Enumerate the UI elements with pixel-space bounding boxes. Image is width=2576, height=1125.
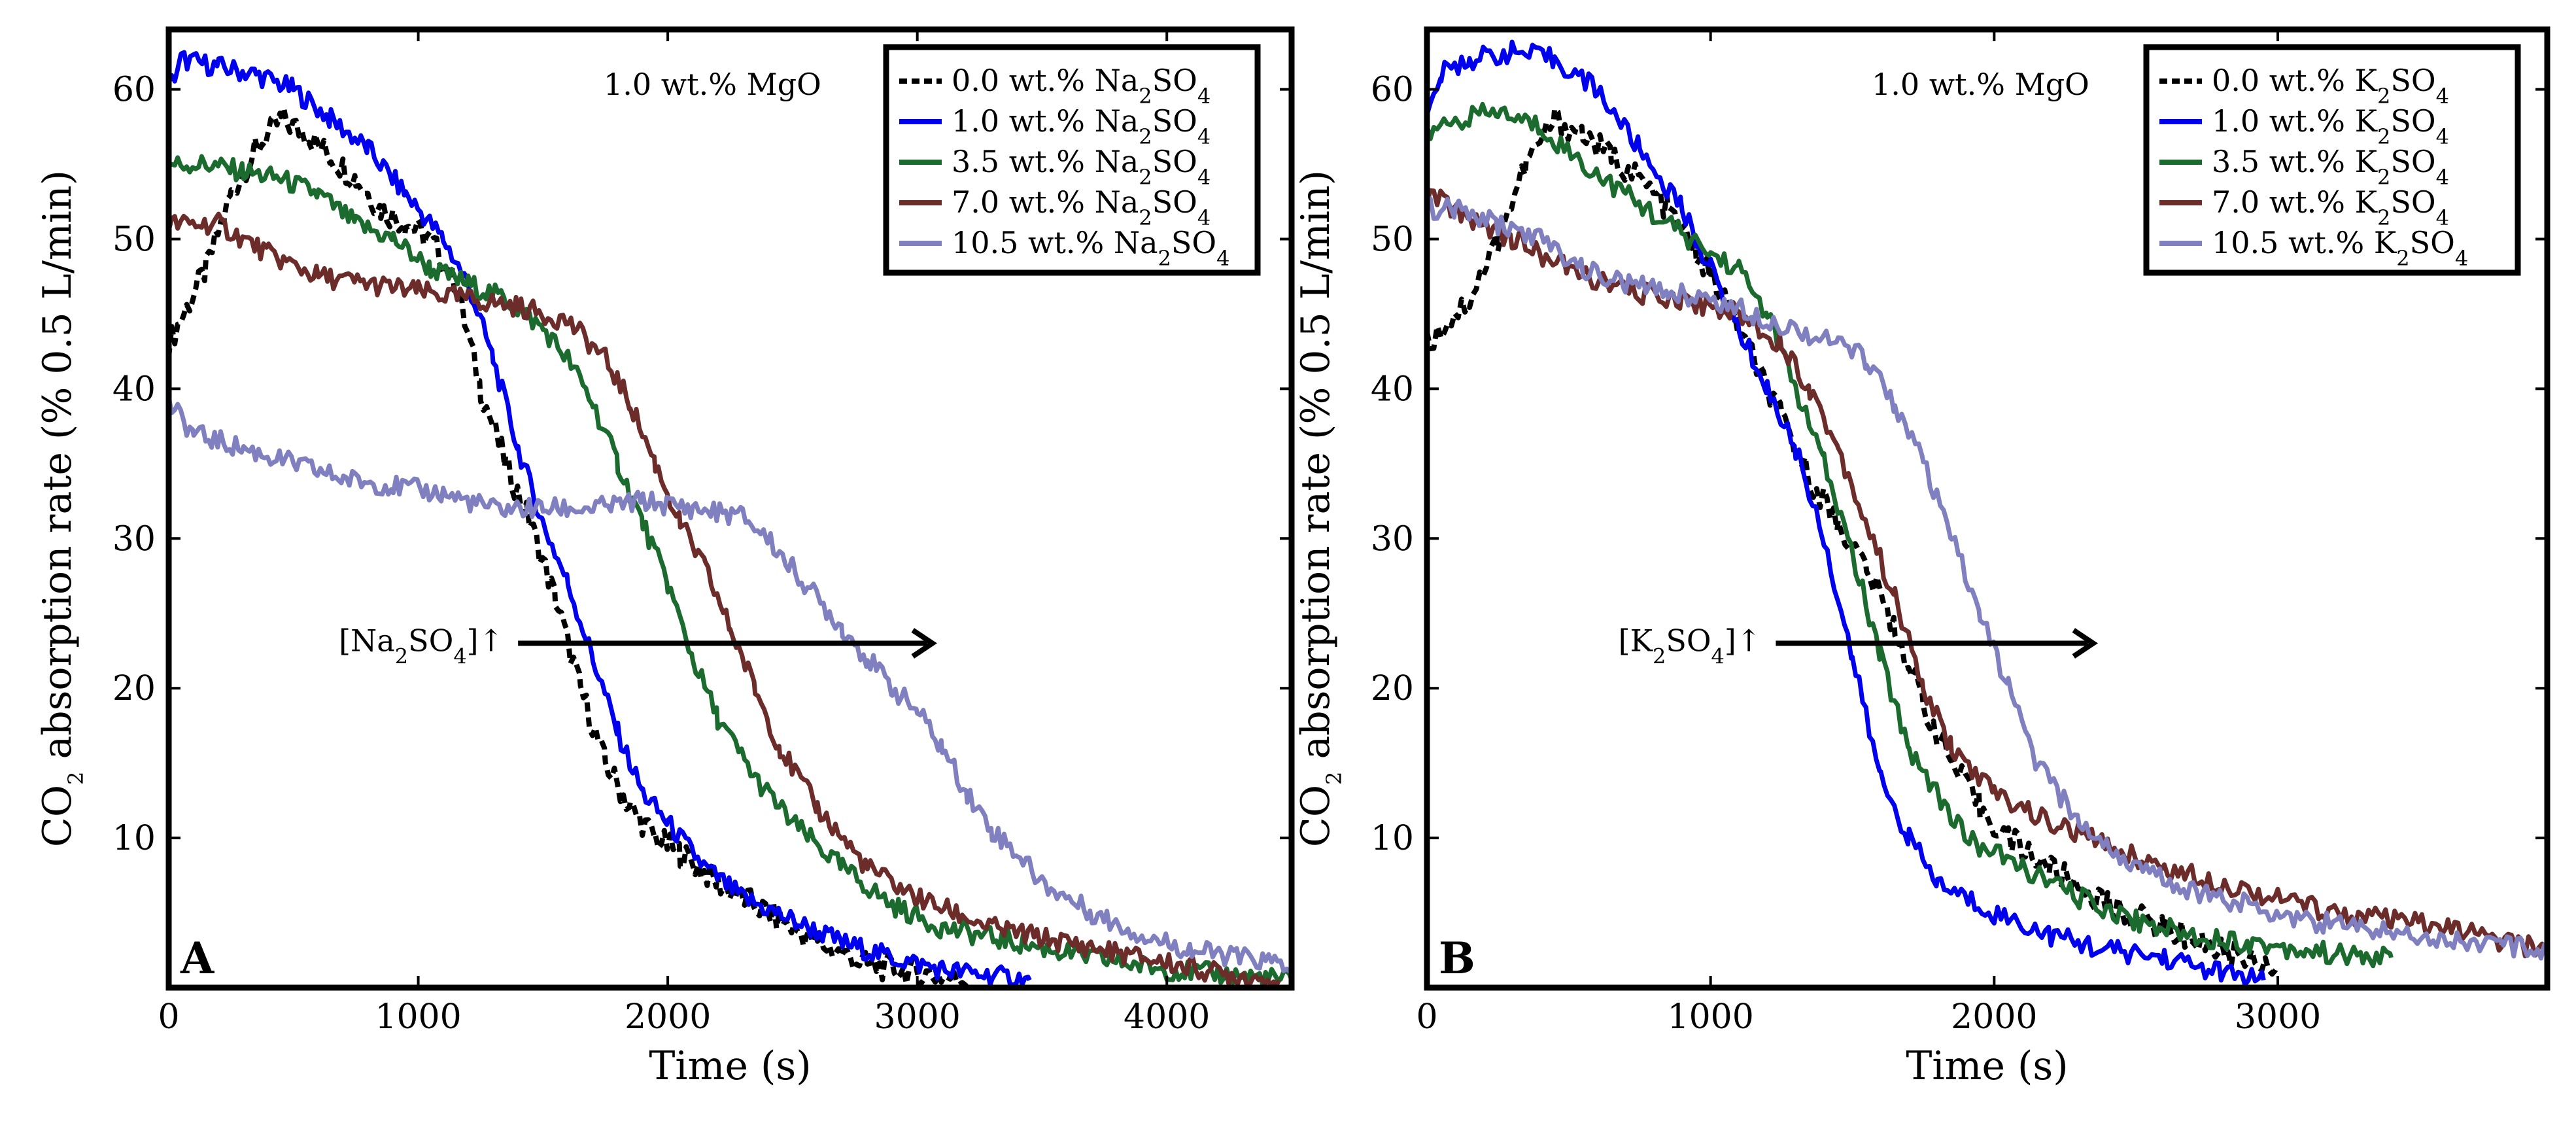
x-tick-label: 2000 (625, 997, 711, 1037)
series-group (169, 50, 1292, 988)
legend-entry: 1.0 wt.% Na2SO4 (952, 103, 1211, 149)
arrow-head-icon (911, 628, 937, 659)
legend-entry: 7.0 wt.% Na2SO4 (952, 184, 1211, 230)
y-tick-label: 10 (1371, 819, 1414, 858)
y-tick-label: 30 (112, 519, 156, 559)
legend-entry: 0.0 wt.% Na2SO4 (952, 63, 1211, 109)
x-tick-label: 2000 (1951, 997, 2037, 1037)
panel-letter: A (180, 933, 215, 984)
y-tick-label: 60 (1371, 71, 1414, 110)
y-tick-label: 20 (1371, 669, 1414, 708)
y-axis-label: CO2 absorption rate (% 0.5 L/min) (1293, 170, 1347, 847)
series-line-a-0 (169, 107, 970, 988)
x-tick-label: 3000 (874, 997, 960, 1037)
legend-entry: 0.0 wt.% K2SO4 (2212, 63, 2449, 109)
series-line-b-1 (1427, 39, 2266, 987)
legend-entry: 10.5 wt.% K2SO4 (2212, 225, 2468, 271)
legend-box (883, 44, 1261, 276)
x-tick-label: 0 (1416, 997, 1437, 1037)
series-line-b-2 (1427, 101, 2394, 969)
legend-entry: 1.0 wt.% K2SO4 (2212, 103, 2449, 149)
mgo-annotation: 1.0 wt.% MgO (1872, 67, 2089, 102)
x-tick-label: 4000 (1124, 997, 1210, 1037)
series-line-b-4 (1427, 196, 2547, 961)
series-line-a-4 (169, 396, 1292, 974)
plot-frame (165, 26, 1295, 991)
series-line-a-3 (169, 211, 1281, 987)
legend-entry: 10.5 wt.% Na2SO4 (952, 225, 1229, 271)
y-tick-label: 50 (112, 220, 156, 259)
legend-entry: 7.0 wt.% K2SO4 (2212, 184, 2449, 230)
panel-letter: B (1439, 933, 1475, 984)
chart-panel-b: 0 1000 2000 3000 10 20 30 40 50 60 Time (s) CO2 abs… (1293, 26, 2550, 1089)
legend-box (2143, 44, 2521, 276)
chart-panel-a: 0 1000 2000 3000 4000 10 20 30 40 50 60 Time (s) CO2… (35, 26, 1295, 1089)
x-tick-label: 1000 (375, 997, 461, 1037)
arrow-head-icon (2072, 628, 2099, 659)
y-tick-label: 60 (112, 71, 156, 110)
y-tick-label: 50 (1371, 220, 1414, 259)
arrow-label: [Na2SO4]↑ (339, 623, 504, 669)
y-tick-label: 40 (112, 370, 156, 409)
arrow-label: [K2SO4]↑ (1619, 623, 1762, 669)
y-tick-label: 30 (1371, 519, 1414, 559)
y-tick-label: 10 (112, 819, 156, 858)
x-axis-label: Time (s) (649, 1043, 811, 1089)
x-axis-label: Time (s) (1906, 1043, 2068, 1089)
series-line-b-3 (1427, 188, 2547, 959)
legend-entry: 3.5 wt.% K2SO4 (2212, 144, 2449, 190)
x-tick-label: 1000 (1667, 997, 1753, 1037)
series-line-a-1 (169, 50, 1032, 987)
plot-frame (1424, 26, 2550, 991)
y-axis-label: CO2 absorption rate (% 0.5 L/min) (35, 170, 88, 847)
y-tick-label: 40 (1371, 370, 1414, 409)
legend-entry: 3.5 wt.% Na2SO4 (952, 144, 1211, 190)
y-tick-label: 20 (112, 669, 156, 708)
x-tick-label: 0 (158, 997, 179, 1037)
x-tick-label: 3000 (2235, 997, 2321, 1037)
series-group (1427, 39, 2547, 987)
mgo-annotation: 1.0 wt.% MgO (604, 67, 821, 102)
